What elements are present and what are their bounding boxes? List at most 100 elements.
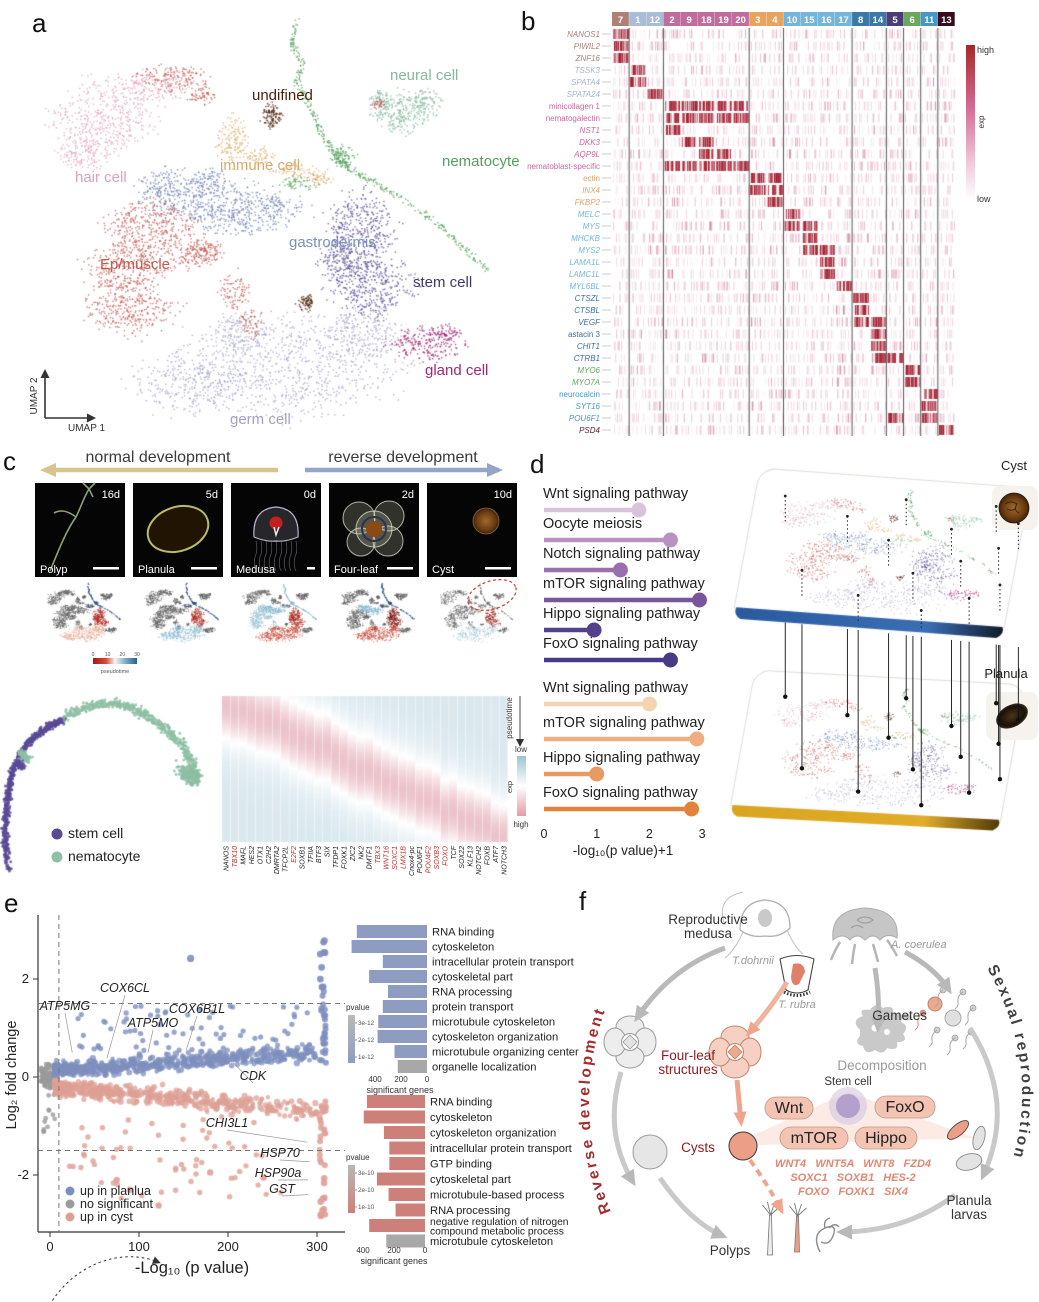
pseudotime-gene-label: NOTCH2: [476, 846, 483, 875]
reproductive-medusa-label2: medusa: [684, 926, 733, 941]
cyst-photo-shape: [472, 507, 500, 535]
mtor-pill-label: mTOR: [791, 1130, 838, 1147]
gene-leader: [64, 1012, 73, 1053]
go-term-label: protein transport: [432, 1002, 514, 1014]
normal-development-label: normal development: [86, 449, 232, 466]
gene-label: DKK3: [579, 138, 600, 147]
pseudotime-gene-label: FOXK1: [341, 846, 348, 869]
gene-label: CTSBL: [574, 306, 600, 315]
umap-a-canvas: [0, 0, 530, 445]
volcano-x-label: -Log₁₀ (p value): [135, 1259, 249, 1277]
pseudotime-mini-legend: pseudotime: [93, 658, 137, 675]
x-tick-label: 200: [217, 1239, 239, 1254]
medusa-tentacle: [278, 540, 283, 572]
umap2-label: UMAP 2: [29, 377, 40, 414]
four-leaf-ring: [361, 516, 387, 542]
umap-cluster-label: gland cell: [425, 362, 488, 379]
decomposition-hole: [884, 1029, 890, 1035]
pseudotime-gene-label: FOXB: [484, 846, 491, 865]
go-term-label: cytoskeleton: [430, 1112, 492, 1124]
x-tick-label: 300: [306, 1239, 328, 1254]
gene-label: SYT16: [576, 402, 601, 411]
reproductive-medusa-label: Reproductive: [668, 912, 748, 927]
cluster-header: [646, 12, 664, 26]
pseudotime-gene-label: TFDP1: [333, 846, 340, 868]
pseudotime-gene-label: TCF: [451, 845, 458, 859]
go-axis-tick: 0: [425, 1075, 430, 1084]
polyp-stem: [794, 1215, 800, 1253]
pathway-label: Hippo signaling pathway: [543, 750, 701, 766]
stage-photo: [231, 483, 321, 577]
arrow-medusa-to-grayleaf: [634, 945, 726, 1023]
go-axis-tick: 400: [368, 1075, 382, 1084]
pseudotime-gene-label: SIX: [325, 846, 332, 858]
exp-colorbar-c: [517, 756, 526, 816]
sig-genes-2: significant genes: [360, 1256, 428, 1266]
cluster-header: [749, 12, 767, 26]
pvalue-title-1: pvalue: [346, 1003, 370, 1012]
lollipop-axis-tick: 3: [699, 827, 706, 841]
arrow-medusa-to-gametes: [903, 949, 952, 995]
medusa-tentacle: [273, 540, 278, 572]
cluster-number: 17: [838, 15, 849, 26]
panel-letter-e: e: [4, 888, 18, 918]
gene-label: CTSZL: [575, 294, 600, 303]
scale-bar: [387, 567, 413, 570]
pseudotime-side-label: pseudotime: [505, 697, 514, 739]
cluster-header: [903, 12, 921, 26]
legend-dot-cyst: [65, 1212, 75, 1222]
plane-link-topdot: [904, 498, 908, 502]
volcano-gene-label: GST: [269, 1182, 296, 1196]
go-axis-tick: 200: [387, 1246, 401, 1255]
gene-label: AQP9L: [573, 150, 600, 159]
panel-letter-d: d: [530, 449, 544, 479]
cluster-header: [869, 12, 887, 26]
lollipop-axis-tick: 0: [541, 827, 548, 841]
scale-bar: [485, 567, 511, 570]
go-term-label: cytoskeletal part: [432, 972, 514, 984]
t-rubra-label: T. rubra: [778, 999, 816, 1011]
pseudotime-gene-label: MAFL: [241, 846, 248, 865]
plane-link-dot: [783, 694, 788, 699]
cluster-header: [663, 12, 681, 26]
umap-cluster-label: Ep/muscle: [100, 256, 170, 273]
pseudotime-gene-label: SOXB3: [434, 846, 441, 869]
cluster-number: 12: [650, 15, 661, 26]
pseudotime-gene-label: HES2: [249, 846, 256, 864]
gene-label: MYL6BL: [569, 282, 600, 291]
gene-label: POU6F1: [569, 414, 600, 423]
gene-label: NANOS1: [567, 30, 600, 39]
umap-cluster-label: neural cell: [390, 67, 458, 84]
umap1-label: UMAP 1: [68, 423, 105, 434]
decomposition-fragment: [900, 1013, 912, 1021]
umap-cluster-label: immune cell: [220, 157, 300, 174]
gene-label: SPATA24: [567, 90, 601, 99]
plane-link-dot: [904, 696, 909, 701]
sperm-tail: [954, 991, 964, 1010]
volcano-gene-label: ATP5MO: [127, 1016, 179, 1030]
cluster-number: 10: [787, 15, 798, 26]
a-coerulea-label: A. coerulea: [890, 939, 947, 951]
medusa-tentacle: [253, 540, 258, 572]
volcano-gene-label: COX6B1L: [169, 1002, 225, 1016]
pathway-label: mTOR signaling pathway: [543, 576, 705, 592]
sperm-tail: [962, 1031, 972, 1050]
cluster-number: 7: [618, 15, 623, 26]
cluster-number: 3: [755, 15, 760, 26]
go-bar: [356, 925, 427, 938]
go-term-label: microtubule-based process: [430, 1190, 565, 1202]
plane-link-dot: [799, 766, 805, 771]
gene-label: ectin: [583, 174, 600, 183]
go-term-label: microtubule cytoskeleton: [430, 1236, 553, 1248]
plane-link-topdot: [846, 514, 849, 518]
t-dohrnii-sketch: [739, 899, 791, 938]
cluster-number: 16: [821, 15, 832, 26]
arrow-medusa-to-decomposition: [871, 967, 887, 1033]
gene-label: LAMC1L: [569, 270, 600, 279]
go-bar: [369, 970, 427, 983]
trajectory-arrow: [50, 1256, 161, 1302]
planula-plane-label: Planula: [984, 666, 1028, 681]
t-dohrnii-gonad: [758, 909, 772, 927]
